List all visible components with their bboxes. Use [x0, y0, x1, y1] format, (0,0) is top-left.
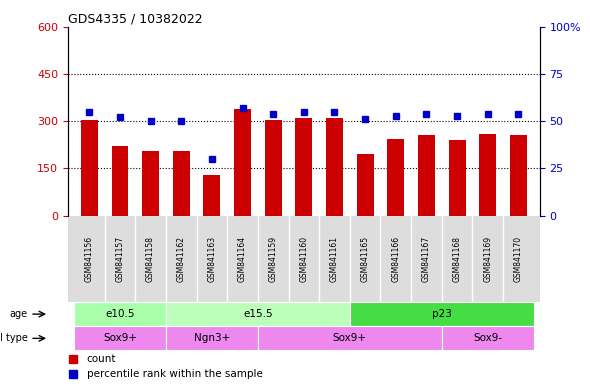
Bar [326, 118, 343, 216]
Bar [388, 139, 404, 216]
Bar [166, 326, 258, 351]
Text: GSM841165: GSM841165 [360, 236, 370, 282]
Bar [142, 151, 159, 216]
Text: cell type: cell type [0, 333, 28, 343]
Text: GSM841158: GSM841158 [146, 236, 155, 282]
Text: GSM841166: GSM841166 [391, 236, 400, 282]
Text: GSM841168: GSM841168 [453, 236, 461, 282]
Bar [350, 302, 534, 326]
Bar [510, 136, 527, 216]
Bar [479, 134, 496, 216]
Text: GSM841156: GSM841156 [85, 236, 94, 282]
Bar [173, 151, 189, 216]
Text: GSM841170: GSM841170 [514, 236, 523, 282]
Bar [265, 120, 281, 216]
Bar [166, 302, 350, 326]
Text: GSM841167: GSM841167 [422, 236, 431, 282]
Bar [112, 146, 129, 216]
Text: percentile rank within the sample: percentile rank within the sample [87, 369, 263, 379]
Text: GSM841157: GSM841157 [116, 236, 124, 282]
Text: GDS4335 / 10382022: GDS4335 / 10382022 [68, 13, 202, 26]
Bar [357, 154, 373, 216]
Bar [258, 326, 442, 351]
Text: Sox9+: Sox9+ [333, 333, 367, 343]
Text: GSM841163: GSM841163 [208, 236, 217, 282]
Text: Sox9-: Sox9- [473, 333, 502, 343]
Bar [442, 326, 534, 351]
Text: p23: p23 [432, 309, 452, 319]
Bar [234, 109, 251, 216]
Text: GSM841161: GSM841161 [330, 236, 339, 282]
Text: GSM841162: GSM841162 [177, 236, 186, 282]
Text: age: age [9, 309, 28, 319]
Bar [296, 118, 312, 216]
Text: GSM841160: GSM841160 [299, 236, 309, 282]
Text: e15.5: e15.5 [243, 309, 273, 319]
Text: GSM841164: GSM841164 [238, 236, 247, 282]
Bar [74, 326, 166, 351]
Text: Ngn3+: Ngn3+ [194, 333, 230, 343]
Text: e10.5: e10.5 [105, 309, 135, 319]
Bar [81, 120, 98, 216]
Text: GSM841159: GSM841159 [268, 236, 278, 282]
Text: count: count [87, 354, 116, 364]
Bar [204, 175, 220, 216]
Bar [418, 136, 435, 216]
Bar [74, 302, 166, 326]
Text: Sox9+: Sox9+ [103, 333, 137, 343]
Text: GSM841169: GSM841169 [483, 236, 492, 282]
Bar [448, 140, 466, 216]
